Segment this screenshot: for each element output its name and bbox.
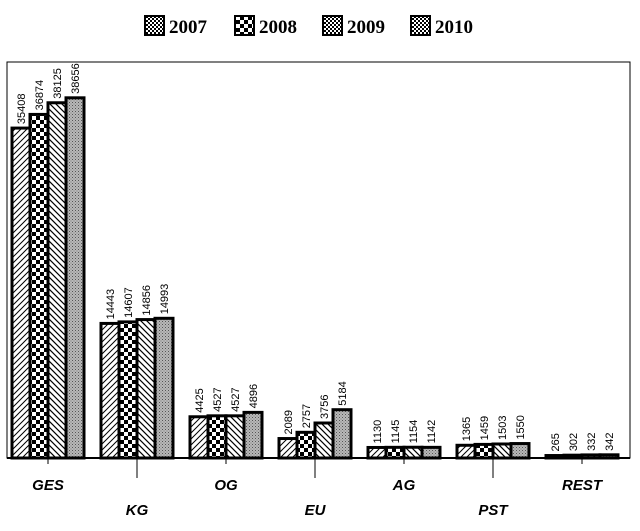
legend-swatch-2010 xyxy=(410,15,431,36)
value-label-eu-2009: 3756 xyxy=(319,395,331,419)
value-label-ag-2007: 1130 xyxy=(372,420,384,444)
bar-pst-2010 xyxy=(509,442,531,460)
category-label-kg: KG xyxy=(126,502,149,519)
bar-ag-2008 xyxy=(384,445,406,460)
bar-kg-2010 xyxy=(153,316,175,460)
value-label-eu-2008: 2757 xyxy=(301,404,313,428)
value-label-ges-2009: 38125 xyxy=(52,68,64,99)
value-label-pst-2010: 1550 xyxy=(515,415,527,439)
value-label-rest-2008: 302 xyxy=(568,433,580,451)
legend-label-2010: 2010 xyxy=(435,17,473,38)
bar-eu-2010 xyxy=(331,408,353,460)
value-label-og-2010: 4896 xyxy=(248,384,260,408)
bar-pst-2008 xyxy=(473,442,495,460)
value-labels-layer: 35408 36874 38125 38656 14443 14607 14856 14993… xyxy=(16,63,616,451)
value-label-kg-2009: 14856 xyxy=(141,285,153,316)
value-label-kg-2008: 14607 xyxy=(123,287,135,318)
value-label-ag-2010: 1142 xyxy=(426,420,438,444)
value-label-kg-2010: 14993 xyxy=(159,284,171,315)
value-label-pst-2009: 1503 xyxy=(497,416,509,440)
value-label-eu-2007: 2089 xyxy=(283,410,295,434)
value-label-rest-2010: 342 xyxy=(604,432,616,450)
bar-og-2009 xyxy=(224,414,246,460)
legend-swatch-2009 xyxy=(322,15,343,36)
bar-eu-2007 xyxy=(277,437,299,460)
bar-eu-2009 xyxy=(313,421,335,460)
bar-ges-2007 xyxy=(10,126,32,460)
bar-ag-2007 xyxy=(366,445,388,460)
legend-label-2008: 2008 xyxy=(259,17,297,38)
bar-kg-2007 xyxy=(99,321,121,460)
legend: 2007 2008 2009 2010 xyxy=(144,15,473,38)
bar-ges-2010 xyxy=(64,96,86,460)
value-label-ag-2008: 1145 xyxy=(390,420,402,444)
legend-label-2007: 2007 xyxy=(169,17,208,38)
bar-ges-2008 xyxy=(28,112,50,460)
value-label-pst-2007: 1365 xyxy=(461,417,473,441)
value-label-ges-2007: 35408 xyxy=(16,93,28,124)
bar-pst-2009 xyxy=(491,442,513,460)
category-label-pst: PST xyxy=(478,502,509,519)
category-labels-layer: GES KG OG EU AG PST REST xyxy=(7,457,630,519)
value-label-pst-2008: 1459 xyxy=(479,416,491,440)
value-label-rest-2009: 332 xyxy=(586,433,598,451)
value-label-eu-2010: 5184 xyxy=(337,381,349,405)
category-label-rest: REST xyxy=(562,477,604,494)
bars-layer xyxy=(10,96,620,460)
value-label-og-2008: 4527 xyxy=(212,387,224,411)
bar-kg-2008 xyxy=(117,320,139,460)
value-label-kg-2007: 14443 xyxy=(105,289,117,320)
bar-ag-2009 xyxy=(402,445,424,460)
bar-og-2008 xyxy=(206,414,228,460)
value-label-og-2009: 4527 xyxy=(230,387,242,411)
category-label-ges: GES xyxy=(32,477,64,494)
bar-eu-2008 xyxy=(295,430,317,460)
bar-og-2007 xyxy=(188,415,210,460)
bar-og-2010 xyxy=(242,410,264,460)
legend-swatch-2008 xyxy=(234,15,255,36)
bar-kg-2009 xyxy=(135,318,157,460)
bar-ges-2009 xyxy=(46,101,68,460)
value-label-ag-2009: 1154 xyxy=(408,420,420,444)
value-label-rest-2007: 265 xyxy=(550,433,562,451)
value-label-ges-2008: 36874 xyxy=(34,80,46,111)
bar-pst-2007 xyxy=(455,443,477,460)
category-label-ag: AG xyxy=(392,477,416,494)
value-label-ges-2010: 38656 xyxy=(70,63,82,94)
category-label-eu: EU xyxy=(305,502,327,519)
legend-label-2009: 2009 xyxy=(347,17,385,38)
legend-swatch-2007 xyxy=(144,15,165,36)
category-label-og: OG xyxy=(214,477,238,494)
bar-ag-2010 xyxy=(420,445,442,460)
value-label-og-2007: 4425 xyxy=(194,388,206,412)
